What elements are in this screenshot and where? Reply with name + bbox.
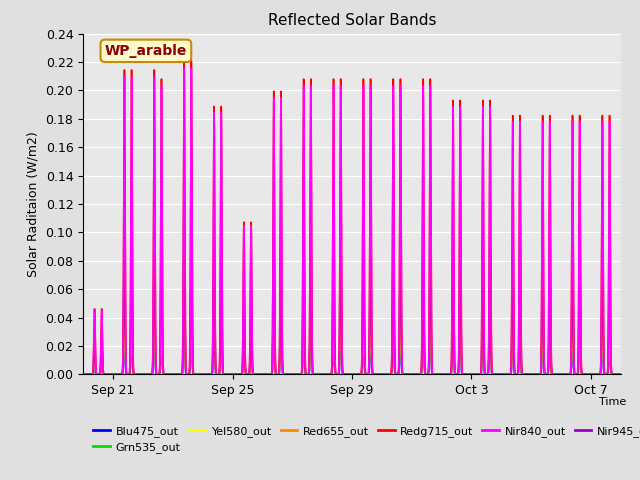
Redg715_out (399, 372, 407, 377)
Line: Nir945_out: Nir945_out (83, 221, 621, 374)
Blu475_out (101, 372, 109, 377)
Yel580_out (617, 372, 625, 377)
Nir840_out (611, 372, 619, 377)
Y-axis label: Solar Raditaion (W/m2): Solar Raditaion (W/m2) (27, 131, 40, 277)
Red655_out (101, 372, 109, 377)
Blu475_out (611, 372, 619, 377)
Grn535_out (101, 372, 109, 377)
Nir945_out (79, 372, 87, 377)
Blu475_out (175, 372, 183, 377)
Nir945_out (180, 218, 188, 224)
Red655_out (611, 372, 619, 377)
Nir840_out (399, 372, 407, 377)
Red655_out (175, 372, 183, 377)
Yel580_out (611, 372, 619, 377)
Grn535_out (180, 284, 188, 290)
Line: Grn535_out: Grn535_out (83, 287, 621, 374)
Blu475_out (179, 370, 186, 375)
Nir945_out (399, 372, 407, 377)
Nir945_out (101, 372, 109, 377)
Blu475_out (399, 372, 407, 377)
Blu475_out (260, 372, 268, 377)
Red655_out (260, 372, 268, 377)
Yel580_out (175, 372, 183, 377)
Line: Red655_out: Red655_out (83, 265, 621, 374)
Red655_out (399, 372, 407, 377)
Nir945_out (175, 372, 183, 377)
Yel580_out (79, 372, 87, 377)
Redg715_out (260, 372, 268, 377)
Nir840_out (179, 360, 186, 365)
Nir840_out (175, 372, 183, 377)
Blu475_out (180, 328, 188, 334)
Nir840_out (101, 372, 109, 377)
Yel580_out (101, 372, 109, 377)
Grn535_out (617, 372, 625, 377)
Red655_out (179, 367, 186, 373)
Legend: Blu475_out, Grn535_out, Yel580_out, Red655_out, Redg715_out, Nir840_out, Nir945_: Blu475_out, Grn535_out, Yel580_out, Red6… (89, 421, 640, 457)
Redg715_out (179, 360, 186, 365)
Grn535_out (79, 372, 87, 377)
Nir945_out (260, 372, 268, 377)
Redg715_out (175, 372, 183, 377)
Red655_out (79, 372, 87, 377)
Redg715_out (180, 58, 188, 64)
Title: Reflected Solar Bands: Reflected Solar Bands (268, 13, 436, 28)
Yel580_out (399, 372, 407, 377)
Redg715_out (617, 372, 625, 377)
Grn535_out (611, 372, 619, 377)
Nir840_out (180, 65, 188, 71)
Blu475_out (79, 372, 87, 377)
Line: Nir840_out: Nir840_out (83, 68, 621, 374)
Text: Time: Time (599, 396, 626, 407)
Yel580_out (180, 276, 188, 282)
Yel580_out (260, 372, 268, 377)
Grn535_out (399, 372, 407, 377)
Grn535_out (260, 372, 268, 377)
Red655_out (180, 262, 188, 268)
Nir840_out (260, 372, 268, 377)
Grn535_out (179, 368, 186, 374)
Nir840_out (79, 372, 87, 377)
Redg715_out (101, 372, 109, 377)
Nir840_out (617, 372, 625, 377)
Line: Yel580_out: Yel580_out (83, 279, 621, 374)
Yel580_out (179, 368, 186, 373)
Red655_out (617, 372, 625, 377)
Nir945_out (611, 372, 619, 377)
Line: Blu475_out: Blu475_out (83, 331, 621, 374)
Text: WP_arable: WP_arable (105, 44, 187, 58)
Redg715_out (611, 372, 619, 377)
Blu475_out (617, 372, 625, 377)
Redg715_out (79, 372, 87, 377)
Grn535_out (175, 372, 183, 377)
Line: Redg715_out: Redg715_out (83, 61, 621, 374)
Nir945_out (179, 366, 186, 372)
Nir945_out (617, 372, 625, 377)
